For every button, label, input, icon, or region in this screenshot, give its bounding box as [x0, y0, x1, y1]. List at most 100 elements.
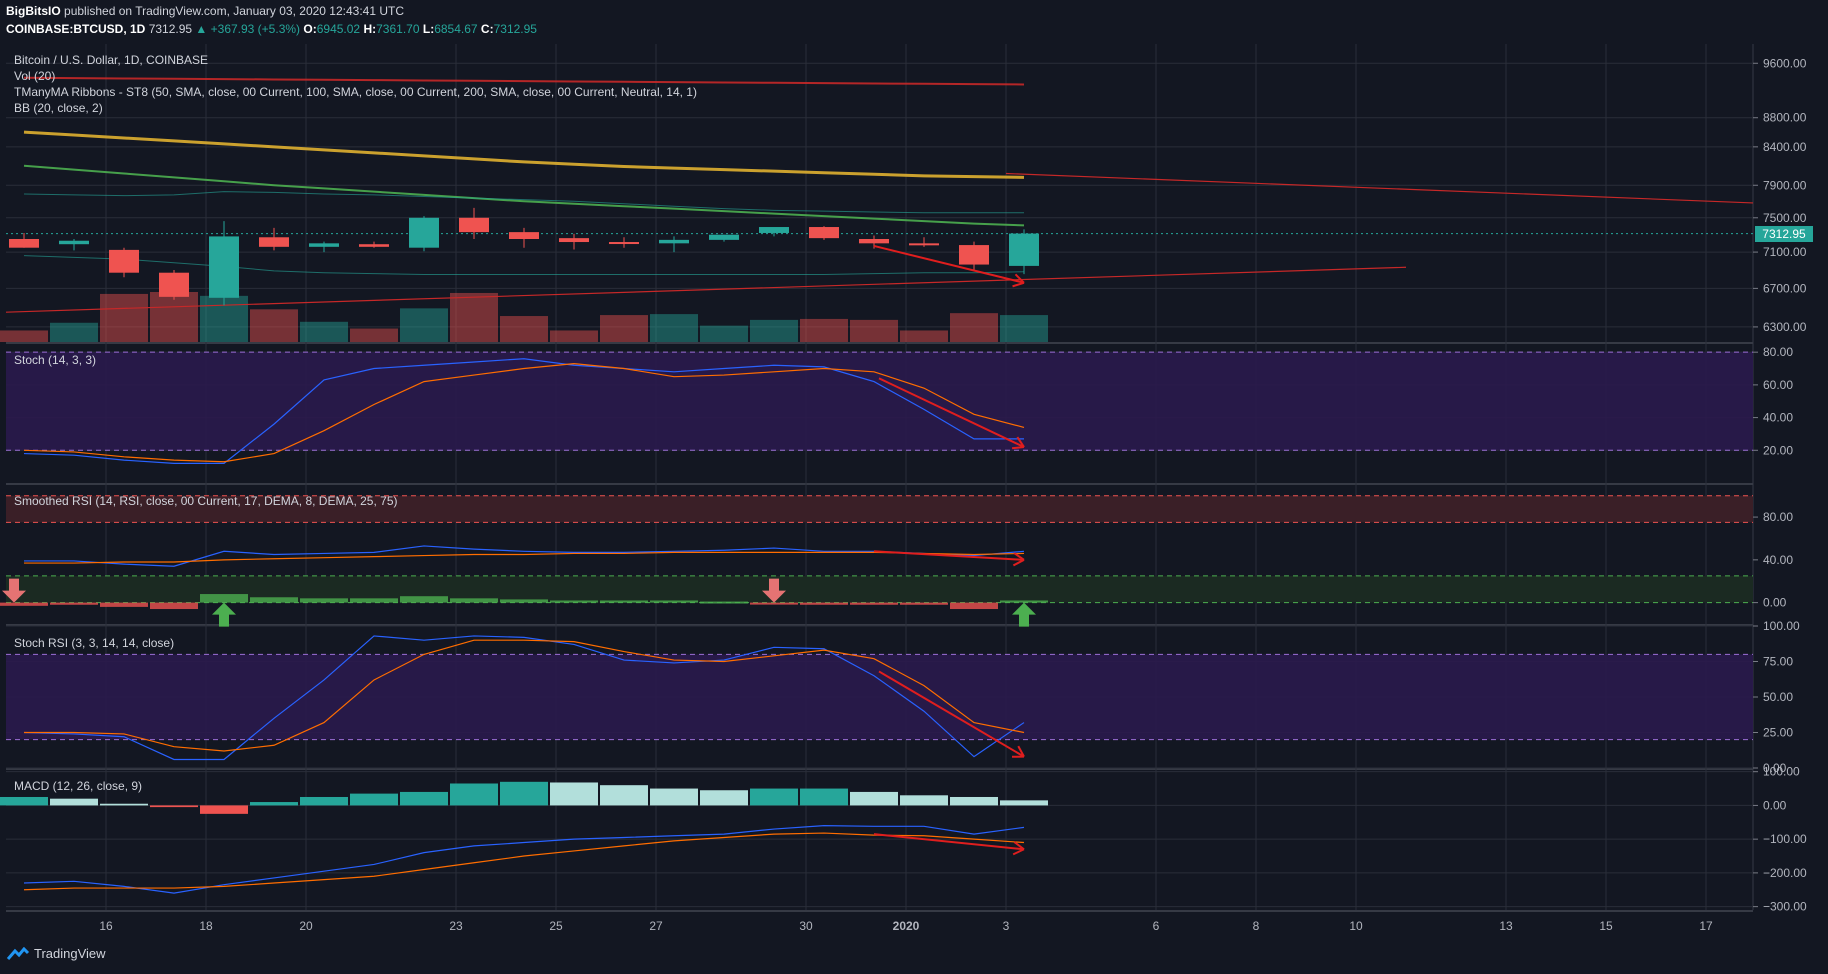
volume-bar — [550, 330, 598, 342]
candle-body — [159, 272, 189, 297]
sell-signal-arrow — [2, 578, 26, 603]
x-tick-label: 6 — [1153, 919, 1160, 933]
smoothed-rsi-legend: Smoothed RSI (14, RSI, close, 00 Current… — [14, 494, 398, 508]
overbought-oversold-band — [6, 352, 1753, 451]
high-label: H: — [363, 22, 377, 36]
volume-bar — [850, 319, 898, 342]
arrow-head — [1012, 281, 1025, 288]
candle-body — [509, 232, 539, 240]
overbought-zone — [6, 495, 1753, 523]
last-price-label: 7312.95 — [1762, 227, 1806, 241]
macd-histogram-bar — [800, 788, 848, 806]
buy-signal-arrow — [1012, 602, 1036, 627]
indicator-line — [24, 639, 1025, 752]
y-tick-label: 0.00 — [1763, 798, 1787, 812]
srsi-histogram-bar — [650, 600, 698, 603]
indicator-line — [23, 635, 1025, 761]
srsi-histogram-bar — [400, 596, 448, 603]
y-tick-label: 80.00 — [1763, 345, 1793, 359]
candle-body — [609, 242, 639, 245]
arrow-head — [1017, 745, 1025, 758]
trend-arrow — [878, 377, 1025, 448]
low-label: L: — [422, 22, 435, 36]
srsi-histogram-bar — [900, 602, 948, 605]
srsi-histogram-bar — [950, 602, 998, 610]
candle-body — [109, 249, 139, 273]
x-tick-label: 18 — [199, 919, 213, 933]
arrow-head — [1016, 436, 1025, 448]
macd-histogram-bar — [950, 796, 998, 806]
trend-arrow — [873, 550, 1025, 561]
x-tick-label: 17 — [1699, 919, 1713, 933]
trend-arrow — [878, 670, 1025, 758]
candle-body — [1009, 233, 1039, 266]
candle-body — [409, 217, 439, 248]
volume-bar — [500, 316, 548, 342]
macd-histogram-bar — [400, 791, 448, 806]
symbol-info: COINBASE:BTCUSD, 1D — [6, 22, 146, 36]
y-tick-label: 0.00 — [1763, 761, 1787, 775]
y-tick-label: 40.00 — [1763, 411, 1793, 425]
y-tick-label: −100.00 — [1763, 832, 1807, 846]
stoch-legend: Stoch (14, 3, 3) — [14, 353, 96, 367]
bb-legend: BB (20, close, 2) — [14, 101, 103, 115]
y-tick-label: 9600.00 — [1763, 56, 1807, 70]
ma-ribbon-legend: TManyMA Ribbons - ST8 (50, SMA, close, 0… — [14, 85, 697, 99]
candle-body — [209, 236, 239, 298]
volume-bar — [100, 293, 148, 342]
y-tick-label: 40.00 — [1763, 553, 1793, 567]
indicator-line — [23, 832, 1025, 891]
open-label: O: — [303, 22, 317, 36]
candle-body — [9, 239, 39, 248]
macd-histogram-bar — [850, 791, 898, 806]
srsi-histogram-bar — [1000, 600, 1048, 603]
trend-arrow — [873, 833, 1025, 851]
pane-legends: Bitcoin / U.S. Dollar, 1D, COINBASE Vol … — [14, 53, 697, 793]
candle-body — [559, 238, 589, 243]
srsi-histogram-bar — [850, 602, 898, 605]
macd-histogram-bar — [550, 782, 598, 806]
candle-body — [459, 217, 489, 233]
candle-body — [759, 227, 789, 233]
x-tick-label: 20 — [299, 919, 313, 933]
x-tick-label: 23 — [449, 919, 463, 933]
y-tick-label: 7100.00 — [1763, 245, 1807, 259]
macd-histogram-bar — [600, 785, 648, 806]
stoch-rsi-legend: Stoch RSI (3, 3, 14, 14, close) — [14, 636, 174, 650]
ma200-projection — [1005, 172, 1754, 204]
volume-bar — [450, 292, 498, 342]
macd-histogram-bar — [700, 790, 748, 806]
price-axes[interactable]: 16 18 20 23 25 27 30 2020 3 6 8 10 13 15 17 9600.00 8800… — [99, 56, 1807, 933]
close-value-ohlc: 7312.95 — [493, 22, 537, 36]
y-tick-label: 80.00 — [1763, 510, 1793, 524]
candle-body — [709, 234, 739, 240]
author-name[interactable]: BigBitsIO — [6, 4, 61, 18]
footer-brand[interactable]: TradingView — [6, 946, 106, 961]
volume-bar — [350, 328, 398, 342]
macd-histogram-bar — [0, 796, 48, 806]
macd-histogram-bar — [300, 796, 348, 806]
publish-info: published on TradingView.com, January 03… — [64, 4, 405, 18]
ma-ribbon-line — [23, 76, 1025, 86]
srsi-histogram-bar — [0, 602, 48, 606]
x-tick-label: 8 — [1253, 919, 1260, 933]
plot-marks — [0, 76, 1754, 894]
volume-bar — [150, 292, 198, 342]
volume-bar — [0, 330, 48, 342]
x-tick-label: 2020 — [893, 919, 920, 933]
srsi-histogram-bar — [50, 602, 98, 605]
volume-bar — [250, 309, 298, 342]
macd-histogram-bar — [150, 805, 198, 808]
volume-legend: Vol (20) — [14, 69, 55, 83]
srsi-histogram-bar — [700, 601, 748, 604]
volume-bar — [300, 321, 348, 342]
y-tick-label: 20.00 — [1763, 443, 1793, 457]
y-tick-label: 8400.00 — [1763, 140, 1807, 154]
srsi-histogram-bar — [600, 600, 648, 603]
y-tick-label: 100.00 — [1763, 765, 1800, 779]
srsi-histogram-bar — [100, 602, 148, 607]
ma-ribbon-line — [23, 164, 1025, 227]
y-tick-label: 25.00 — [1763, 726, 1793, 740]
arrow-head — [1012, 848, 1025, 856]
